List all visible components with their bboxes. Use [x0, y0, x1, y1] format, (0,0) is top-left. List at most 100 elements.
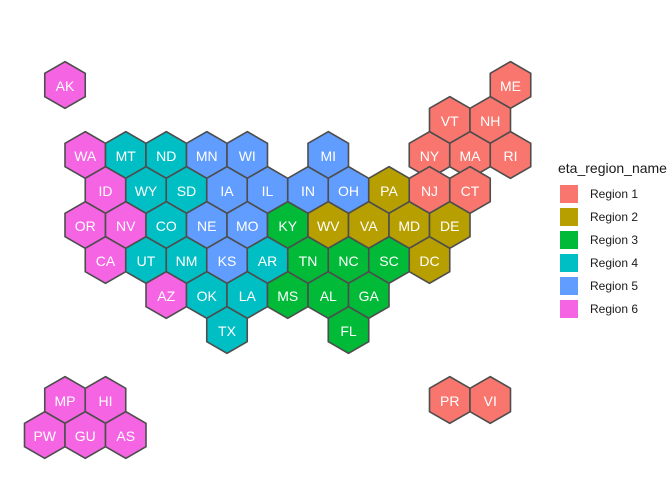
state-tile-pr: PR — [428, 375, 471, 425]
state-label-ky: KY — [278, 218, 297, 234]
state-hex-fl — [327, 305, 370, 355]
state-label-in: IN — [301, 183, 315, 199]
legend-items: Region 1 Region 2 Region 3 Region 4 Regi… — [558, 182, 667, 320]
state-label-de: DE — [440, 218, 459, 234]
state-hex-ak — [43, 60, 87, 110]
state-tile-az: AZ — [145, 270, 188, 320]
state-label-va: VA — [360, 218, 378, 234]
state-label-md: MD — [398, 218, 420, 234]
legend-label-region-3: Region 3 — [590, 232, 639, 247]
state-label-wv: WV — [317, 218, 340, 234]
state-label-fl: FL — [340, 323, 357, 339]
state-label-wa: WA — [74, 148, 97, 164]
state-label-id: ID — [99, 183, 113, 199]
state-label-as: AS — [116, 428, 135, 444]
state-hex-ri — [489, 130, 532, 180]
state-label-sd: SD — [177, 183, 196, 199]
state-label-ny: NY — [420, 148, 440, 164]
state-tile-nd: ND — [145, 130, 188, 180]
state-label-tx: TX — [218, 323, 237, 339]
legend-title: eta_region_name — [558, 160, 667, 176]
state-label-ks: KS — [218, 253, 237, 269]
state-label-ak: AK — [56, 78, 75, 94]
state-tile-va: VA — [347, 200, 390, 250]
state-tile-tx: TX — [205, 305, 249, 355]
state-label-ri: RI — [504, 148, 518, 164]
legend-item-region-4: Region 4 — [558, 251, 667, 274]
state-hex-tx — [205, 305, 249, 355]
state-tile-vi: VI — [469, 375, 512, 425]
legend-label-region-6: Region 6 — [590, 301, 639, 316]
state-label-pw: PW — [33, 428, 56, 444]
legend-label-region-1: Region 1 — [590, 186, 639, 201]
state-label-ar: AR — [258, 253, 277, 269]
state-label-nj: NJ — [421, 183, 438, 199]
state-label-ga: GA — [359, 288, 380, 304]
state-label-az: AZ — [157, 288, 175, 304]
state-label-co: CO — [156, 218, 177, 234]
legend-key-region-5 — [560, 276, 578, 295]
state-label-nm: NM — [176, 253, 198, 269]
legend-key-region-6 — [560, 299, 578, 318]
state-tile-hi: HI — [84, 375, 127, 425]
state-tile-gu: GU — [64, 410, 107, 460]
state-tile-wy: WY — [124, 165, 168, 215]
state-tile-wi: WI — [226, 130, 269, 180]
state-label-nh: NH — [480, 113, 500, 129]
legend-key-region-1 — [560, 184, 578, 203]
state-hex-as — [104, 410, 147, 460]
legend-item-region-6: Region 6 — [558, 297, 667, 320]
state-tile-de: DE — [428, 200, 471, 250]
state-tile-vt: VT — [428, 95, 471, 145]
legend-item-region-1: Region 1 — [558, 182, 667, 205]
legend-key-region-2 — [560, 207, 578, 226]
state-label-dc: DC — [419, 253, 439, 269]
state-label-ct: CT — [461, 183, 480, 199]
legend-label-region-2: Region 2 — [590, 209, 639, 224]
state-tile-nh: NH — [469, 95, 512, 145]
state-label-tn: TN — [299, 253, 318, 269]
state-label-ma: MA — [460, 148, 482, 164]
state-label-ne: NE — [197, 218, 216, 234]
state-tile-wa: WA — [64, 130, 107, 180]
state-label-vt: VT — [441, 113, 459, 129]
state-hex-dc — [408, 235, 451, 285]
state-tile-as: AS — [104, 410, 147, 460]
state-tile-mo: MO — [226, 200, 269, 250]
state-label-me: ME — [500, 78, 521, 94]
legend-item-region-3: Region 3 — [558, 228, 667, 251]
state-label-ia: IA — [220, 183, 234, 199]
state-label-vi: VI — [484, 393, 497, 409]
state-label-ok: OK — [197, 288, 218, 304]
legend-key-region-4 — [560, 253, 578, 272]
legend-key-region-3 — [560, 230, 578, 249]
state-tile-ky: KY — [266, 200, 309, 250]
state-label-sc: SC — [379, 253, 398, 269]
state-label-il: IL — [262, 183, 274, 199]
state-label-pa: PA — [380, 183, 398, 199]
state-tile-sd: SD — [165, 165, 208, 215]
legend: eta_region_name Region 1 Region 2 Region… — [558, 160, 667, 320]
state-label-pr: PR — [440, 393, 459, 409]
state-label-or: OR — [75, 218, 96, 234]
state-label-nd: ND — [156, 148, 176, 164]
state-label-nv: NV — [116, 218, 136, 234]
state-label-gu: GU — [75, 428, 96, 444]
state-tile-fl: FL — [327, 305, 370, 355]
state-hex-vi — [469, 375, 512, 425]
state-tile-mt: MT — [104, 130, 147, 180]
state-label-nc: NC — [338, 253, 358, 269]
state-label-mn: MN — [196, 148, 218, 164]
state-label-mi: MI — [320, 148, 336, 164]
state-tile-ak: AK — [43, 60, 87, 110]
state-label-ut: UT — [137, 253, 156, 269]
state-label-al: AL — [320, 288, 337, 304]
state-label-hi: HI — [99, 393, 113, 409]
state-label-ca: CA — [96, 253, 116, 269]
state-label-wy: WY — [135, 183, 158, 199]
legend-item-region-5: Region 5 — [558, 274, 667, 297]
state-tile-id: ID — [84, 165, 127, 215]
state-label-la: LA — [239, 288, 257, 304]
state-label-wi: WI — [239, 148, 256, 164]
